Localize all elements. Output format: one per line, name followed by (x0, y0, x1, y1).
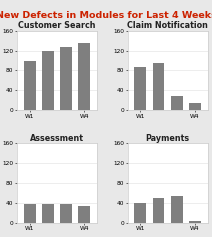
Bar (171, 96, 183, 110)
Bar (189, 103, 201, 110)
Bar (42, 204, 54, 223)
Text: New Defects in Modules for Last 4 Weeks: New Defects in Modules for Last 4 Weeks (0, 11, 212, 20)
Bar (171, 196, 183, 223)
Bar (60, 204, 72, 223)
Bar (24, 204, 36, 223)
Bar (134, 203, 146, 223)
Bar (60, 47, 72, 110)
Bar (189, 221, 201, 223)
Bar (24, 61, 36, 110)
Title: Assessment: Assessment (30, 134, 84, 143)
Bar (42, 51, 54, 110)
Bar (78, 43, 90, 110)
Bar (134, 67, 146, 110)
Bar (153, 198, 165, 223)
Bar (78, 206, 90, 223)
Title: Customer Search: Customer Search (18, 21, 96, 30)
Title: Payments: Payments (146, 134, 190, 143)
Title: Claim Notification: Claim Notification (127, 21, 208, 30)
Bar (153, 63, 165, 110)
